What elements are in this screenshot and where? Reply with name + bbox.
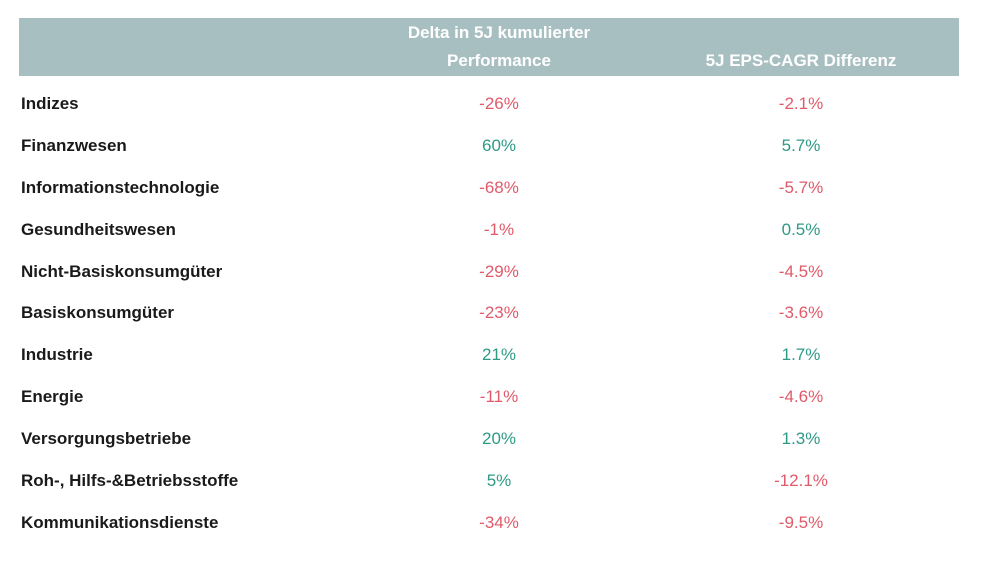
sector-name: Versorgungsbetriebe bbox=[21, 429, 192, 449]
header-performance-delta: Delta in 5J kumulierter Performance bbox=[349, 18, 649, 76]
table-row: Versorgungsbetriebe 20% 1.3% bbox=[19, 418, 959, 460]
performance-delta-value: -11% bbox=[479, 387, 519, 407]
sector-name: Roh-, Hilfs-&Betriebsstoffe bbox=[21, 471, 239, 491]
table-header: Delta in 5J kumulierter Performance 5J E… bbox=[19, 18, 959, 76]
sector-name: Kommunikationsdienste bbox=[21, 512, 219, 532]
performance-delta-value: -26% bbox=[479, 94, 519, 113]
sector-name: Indizes bbox=[21, 94, 79, 113]
header-performance-line2: Performance bbox=[447, 51, 551, 70]
sector-name: Nicht-Basiskonsumgüter bbox=[21, 261, 223, 281]
eps-cagr-diff-value: -12.1% bbox=[774, 471, 828, 491]
sector-name: Informationstechnologie bbox=[21, 177, 220, 197]
header-eps-cagr-diff: 5J EPS-CAGR Differenz bbox=[705, 51, 897, 70]
eps-cagr-diff-value: 1.7% bbox=[781, 345, 821, 365]
eps-cagr-diff-value: 1.3% bbox=[781, 429, 821, 449]
performance-delta-value: -29% bbox=[479, 261, 519, 281]
table-row: Finanzwesen 60% 5.7% bbox=[19, 125, 959, 167]
performance-delta-value: -34% bbox=[479, 512, 519, 532]
header-performance-line1: Delta in 5J kumulierter bbox=[407, 23, 591, 42]
eps-cagr-diff-value: -3.6% bbox=[778, 303, 824, 323]
performance-delta-value: -68% bbox=[479, 177, 519, 197]
performance-delta-value: 21% bbox=[481, 345, 517, 365]
performance-delta-value: -1% bbox=[483, 219, 515, 239]
table-row: Basiskonsumgüter -23% -3.6% bbox=[19, 292, 959, 334]
eps-cagr-diff-value: 5.7% bbox=[781, 135, 821, 155]
sector-name: Finanzwesen bbox=[21, 135, 127, 155]
performance-delta-value: 20% bbox=[481, 429, 517, 449]
table-row: Indizes -26% -2.1% bbox=[19, 83, 959, 125]
performance-delta-value: -23% bbox=[479, 303, 519, 323]
performance-delta-value: 60% bbox=[481, 135, 517, 155]
eps-cagr-diff-value: -4.6% bbox=[778, 387, 824, 407]
performance-delta-value: 5% bbox=[486, 471, 512, 491]
sector-name: Energie bbox=[21, 387, 84, 407]
eps-cagr-diff-value: -5.7% bbox=[778, 177, 824, 197]
header-sector bbox=[19, 18, 359, 76]
eps-cagr-diff-value: -2.1% bbox=[778, 94, 824, 113]
table-row: Informationstechnologie -68% -5.7% bbox=[19, 167, 959, 209]
table-row: Kommunikationsdienste -34% -9.5% bbox=[19, 502, 959, 544]
sector-name: Gesundheitswesen bbox=[21, 219, 176, 239]
table-row: Nicht-Basiskonsumgüter -29% -4.5% bbox=[19, 251, 959, 293]
sector-name: Basiskonsumgüter bbox=[21, 303, 175, 323]
table-row: Industrie 21% 1.7% bbox=[19, 334, 959, 376]
table-row: Energie -11% -4.6% bbox=[19, 376, 959, 418]
table-body: Indizes -26% -2.1% Finanzwesen 60% 5.7% Inform… bbox=[19, 83, 959, 544]
sector-comparison-table: Delta in 5J kumulierter Performance 5J E… bbox=[19, 18, 959, 544]
eps-cagr-diff-value: 0.5% bbox=[781, 219, 821, 239]
table-row: Roh-, Hilfs-&Betriebsstoffe 5% -12.1% bbox=[19, 460, 959, 502]
sector-name: Industrie bbox=[21, 345, 93, 365]
eps-cagr-diff-value: -4.5% bbox=[778, 261, 824, 281]
table-row: Gesundheitswesen -1% 0.5% bbox=[19, 209, 959, 251]
eps-cagr-diff-value: -9.5% bbox=[778, 512, 824, 532]
